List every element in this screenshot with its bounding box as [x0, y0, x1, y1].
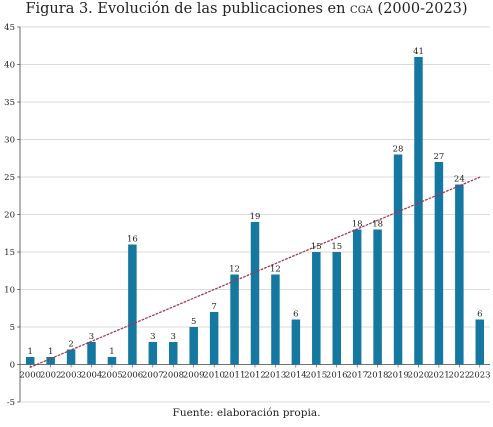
bar: [87, 342, 96, 365]
x-tick-label: 2018: [367, 371, 389, 381]
x-tick-label: 2003: [60, 371, 82, 381]
x-tick-label: 2023: [469, 371, 491, 381]
bar: [291, 319, 301, 365]
bar: [189, 327, 198, 365]
bar: [107, 357, 117, 365]
data-label: 27: [433, 152, 444, 162]
y-tick-label: 5: [10, 323, 15, 333]
data-label: 2: [68, 340, 73, 350]
y-tick-label: 30: [4, 136, 15, 146]
x-tick-label: 2004: [81, 371, 103, 381]
data-label: 5: [191, 317, 196, 327]
data-label: 1: [48, 347, 53, 357]
data-label: 16: [127, 235, 138, 245]
x-tick-label: 2014: [285, 371, 307, 381]
y-tick-label: -5: [7, 398, 15, 408]
axes: -505101520253035404520002002200320042005…: [4, 23, 490, 408]
bar: [46, 357, 55, 365]
y-tick-label: 10: [4, 286, 15, 296]
data-label: 19: [250, 212, 261, 222]
data-label: 1: [109, 347, 114, 357]
trendline-group: [29, 176, 481, 368]
bar: [373, 229, 382, 365]
data-label: 7: [211, 302, 216, 312]
data-label: 6: [477, 310, 482, 320]
x-tick-label: 2012: [244, 371, 266, 381]
x-tick-label: 2022: [449, 371, 471, 381]
data-label: 3: [171, 332, 176, 342]
data-label: 12: [270, 265, 281, 275]
y-tick-label: 15: [4, 248, 15, 258]
x-tick-label: 2020: [408, 371, 430, 381]
y-tick-label: 0: [10, 361, 15, 371]
bar: [475, 319, 485, 365]
x-tick-label: 2015: [305, 371, 327, 381]
x-tick-label: 2000: [19, 371, 41, 381]
bar: [455, 184, 464, 365]
data-label: 6: [293, 310, 298, 320]
data-label: 18: [372, 220, 383, 230]
data-label: 24: [454, 175, 465, 185]
chart-title: Figura 3. Evolución de las publicaciones…: [25, 1, 468, 17]
x-tick-label: 2009: [183, 371, 205, 381]
x-tick-label: 2010: [203, 371, 225, 381]
x-tick-label: 2021: [428, 371, 450, 381]
x-tick-label: 2019: [387, 371, 409, 381]
bar: [312, 252, 321, 365]
bar: [66, 349, 76, 365]
x-tick-label: 2011: [224, 371, 246, 381]
data-label: 15: [311, 242, 322, 252]
bar: [352, 229, 362, 365]
gridlines: [20, 26, 490, 403]
x-tick-label: 2017: [346, 371, 368, 381]
y-tick-label: 25: [4, 173, 15, 183]
bar: [169, 342, 178, 365]
bars: [25, 57, 485, 365]
data-label: 28: [393, 145, 404, 155]
x-tick-label: 2013: [265, 371, 287, 381]
bar: [25, 357, 35, 365]
bar: [148, 342, 158, 365]
x-tick-label: 2007: [142, 371, 164, 381]
source-note: Fuente: elaboración propia.: [172, 407, 321, 419]
x-tick-label: 2016: [326, 371, 348, 381]
data-label: 18: [352, 220, 363, 230]
x-tick-label: 2002: [40, 371, 62, 381]
data-label: 3: [89, 332, 94, 342]
data-label: 41: [413, 47, 424, 57]
y-tick-label: 40: [4, 61, 15, 71]
trendline: [29, 176, 481, 368]
y-tick-label: 20: [4, 211, 15, 221]
data-label: 1: [28, 347, 33, 357]
bar: [230, 274, 239, 365]
bar: [434, 162, 444, 365]
bar: [414, 57, 423, 365]
bar: [128, 244, 137, 365]
bar: [393, 154, 403, 365]
data-label: 12: [229, 265, 240, 275]
bar: [332, 252, 341, 365]
bar: [271, 274, 280, 365]
data-label: 3: [150, 332, 155, 342]
bar: [209, 312, 219, 365]
y-tick-label: 35: [4, 98, 15, 108]
y-tick-label: 45: [4, 23, 15, 33]
bar: [250, 222, 260, 365]
x-tick-label: 2005: [101, 371, 123, 381]
data-label: 15: [331, 242, 342, 252]
x-tick-label: 2008: [162, 371, 184, 381]
x-tick-label: 2006: [122, 371, 144, 381]
